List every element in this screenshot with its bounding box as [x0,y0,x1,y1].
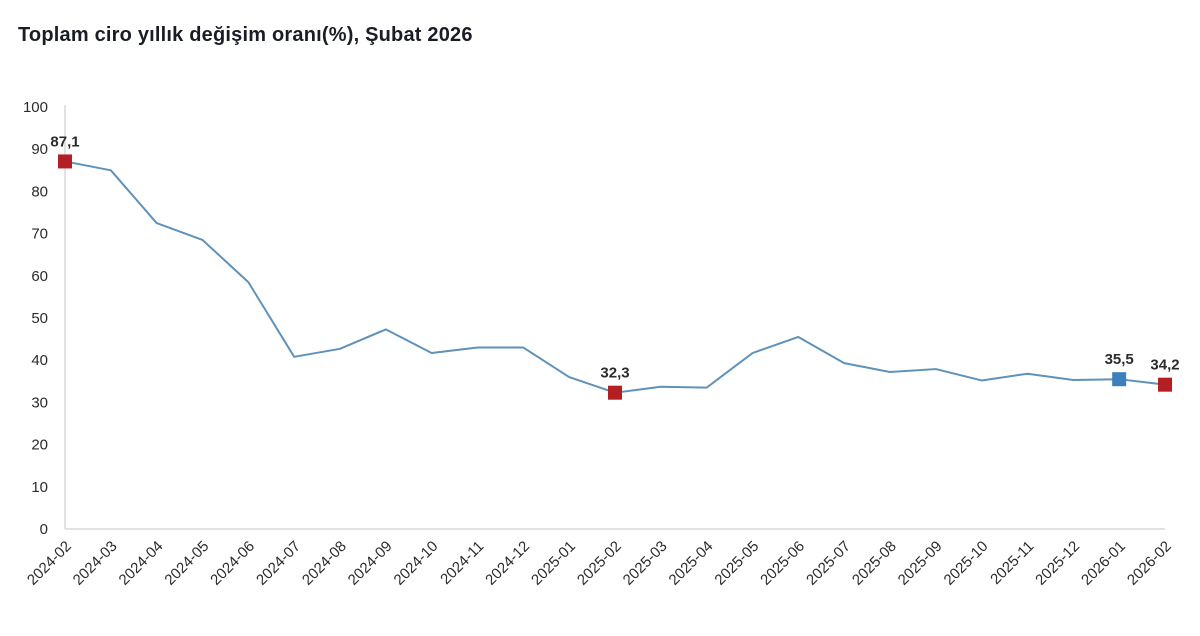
x-tick-label-2024-07: 2024-07 [253,538,304,589]
x-tick-label-2025-02: 2025-02 [574,538,625,589]
x-tick-label-2024-04: 2024-04 [116,538,167,589]
data-label-2025-02: 32,3 [600,365,629,382]
x-tick-label-2025-04: 2025-04 [666,538,717,589]
highlight-marker-2024-02[interactable] [58,154,72,169]
y-tick-label: 40 [31,352,48,369]
highlight-marker-2026-02[interactable] [1158,377,1172,392]
x-tick-label-2024-11: 2024-11 [437,538,487,588]
x-tick-label-2025-03: 2025-03 [620,538,671,589]
x-tick-label-2025-01: 2025-01 [528,538,579,589]
y-tick-label: 10 [31,479,48,496]
x-tick-label-2026-01: 2026-01 [1078,538,1129,589]
x-tick-label-2025-07: 2025-07 [803,538,854,589]
x-tick-label-2025-05: 2025-05 [711,538,762,589]
chart-title: Toplam ciro yıllık değişim oranı(%), Şub… [18,24,473,46]
y-tick-label: 30 [31,394,48,411]
x-tick-label-2025-11: 2025-11 [987,538,1037,588]
x-tick-label-2024-03: 2024-03 [70,538,121,589]
x-tick-label-2025-06: 2025-06 [757,538,808,589]
data-line [64,160,1166,394]
y-tick-label: 60 [31,268,48,285]
x-tick-label-2025-08: 2025-08 [849,538,900,589]
x-tick-label-2024-09: 2024-09 [345,538,396,589]
x-tick-label-2025-12: 2025-12 [1032,538,1083,589]
data-label-2024-02: 87,1 [50,133,79,150]
data-label-2026-01: 35,5 [1105,351,1134,368]
highlight-marker-2026-01[interactable] [1112,372,1127,387]
y-tick-label: 100 [23,99,48,116]
y-tick-label: 20 [31,437,48,454]
y-tick-label: 50 [31,310,48,327]
y-tick-label: 90 [31,141,48,158]
x-tick-label-2024-10: 2024-10 [391,538,442,589]
x-tick-label-2024-05: 2024-05 [161,538,212,589]
y-tick-label: 0 [40,521,48,538]
x-tick-label-2026-02: 2026-02 [1124,538,1175,589]
y-tick-label: 80 [31,183,48,200]
x-tick-label-2024-02: 2024-02 [24,538,75,589]
highlight-marker-2025-02[interactable] [608,385,622,400]
x-tick-label-2024-06: 2024-06 [207,538,258,589]
data-label-2026-02: 34,2 [1150,357,1179,374]
y-tick-label: 70 [31,226,48,243]
x-tick-label-2024-08: 2024-08 [299,538,350,589]
x-tick-label-2025-09: 2025-09 [895,538,946,589]
x-tick-label-2025-10: 2025-10 [941,538,992,589]
x-tick-label-2024-12: 2024-12 [482,538,533,589]
